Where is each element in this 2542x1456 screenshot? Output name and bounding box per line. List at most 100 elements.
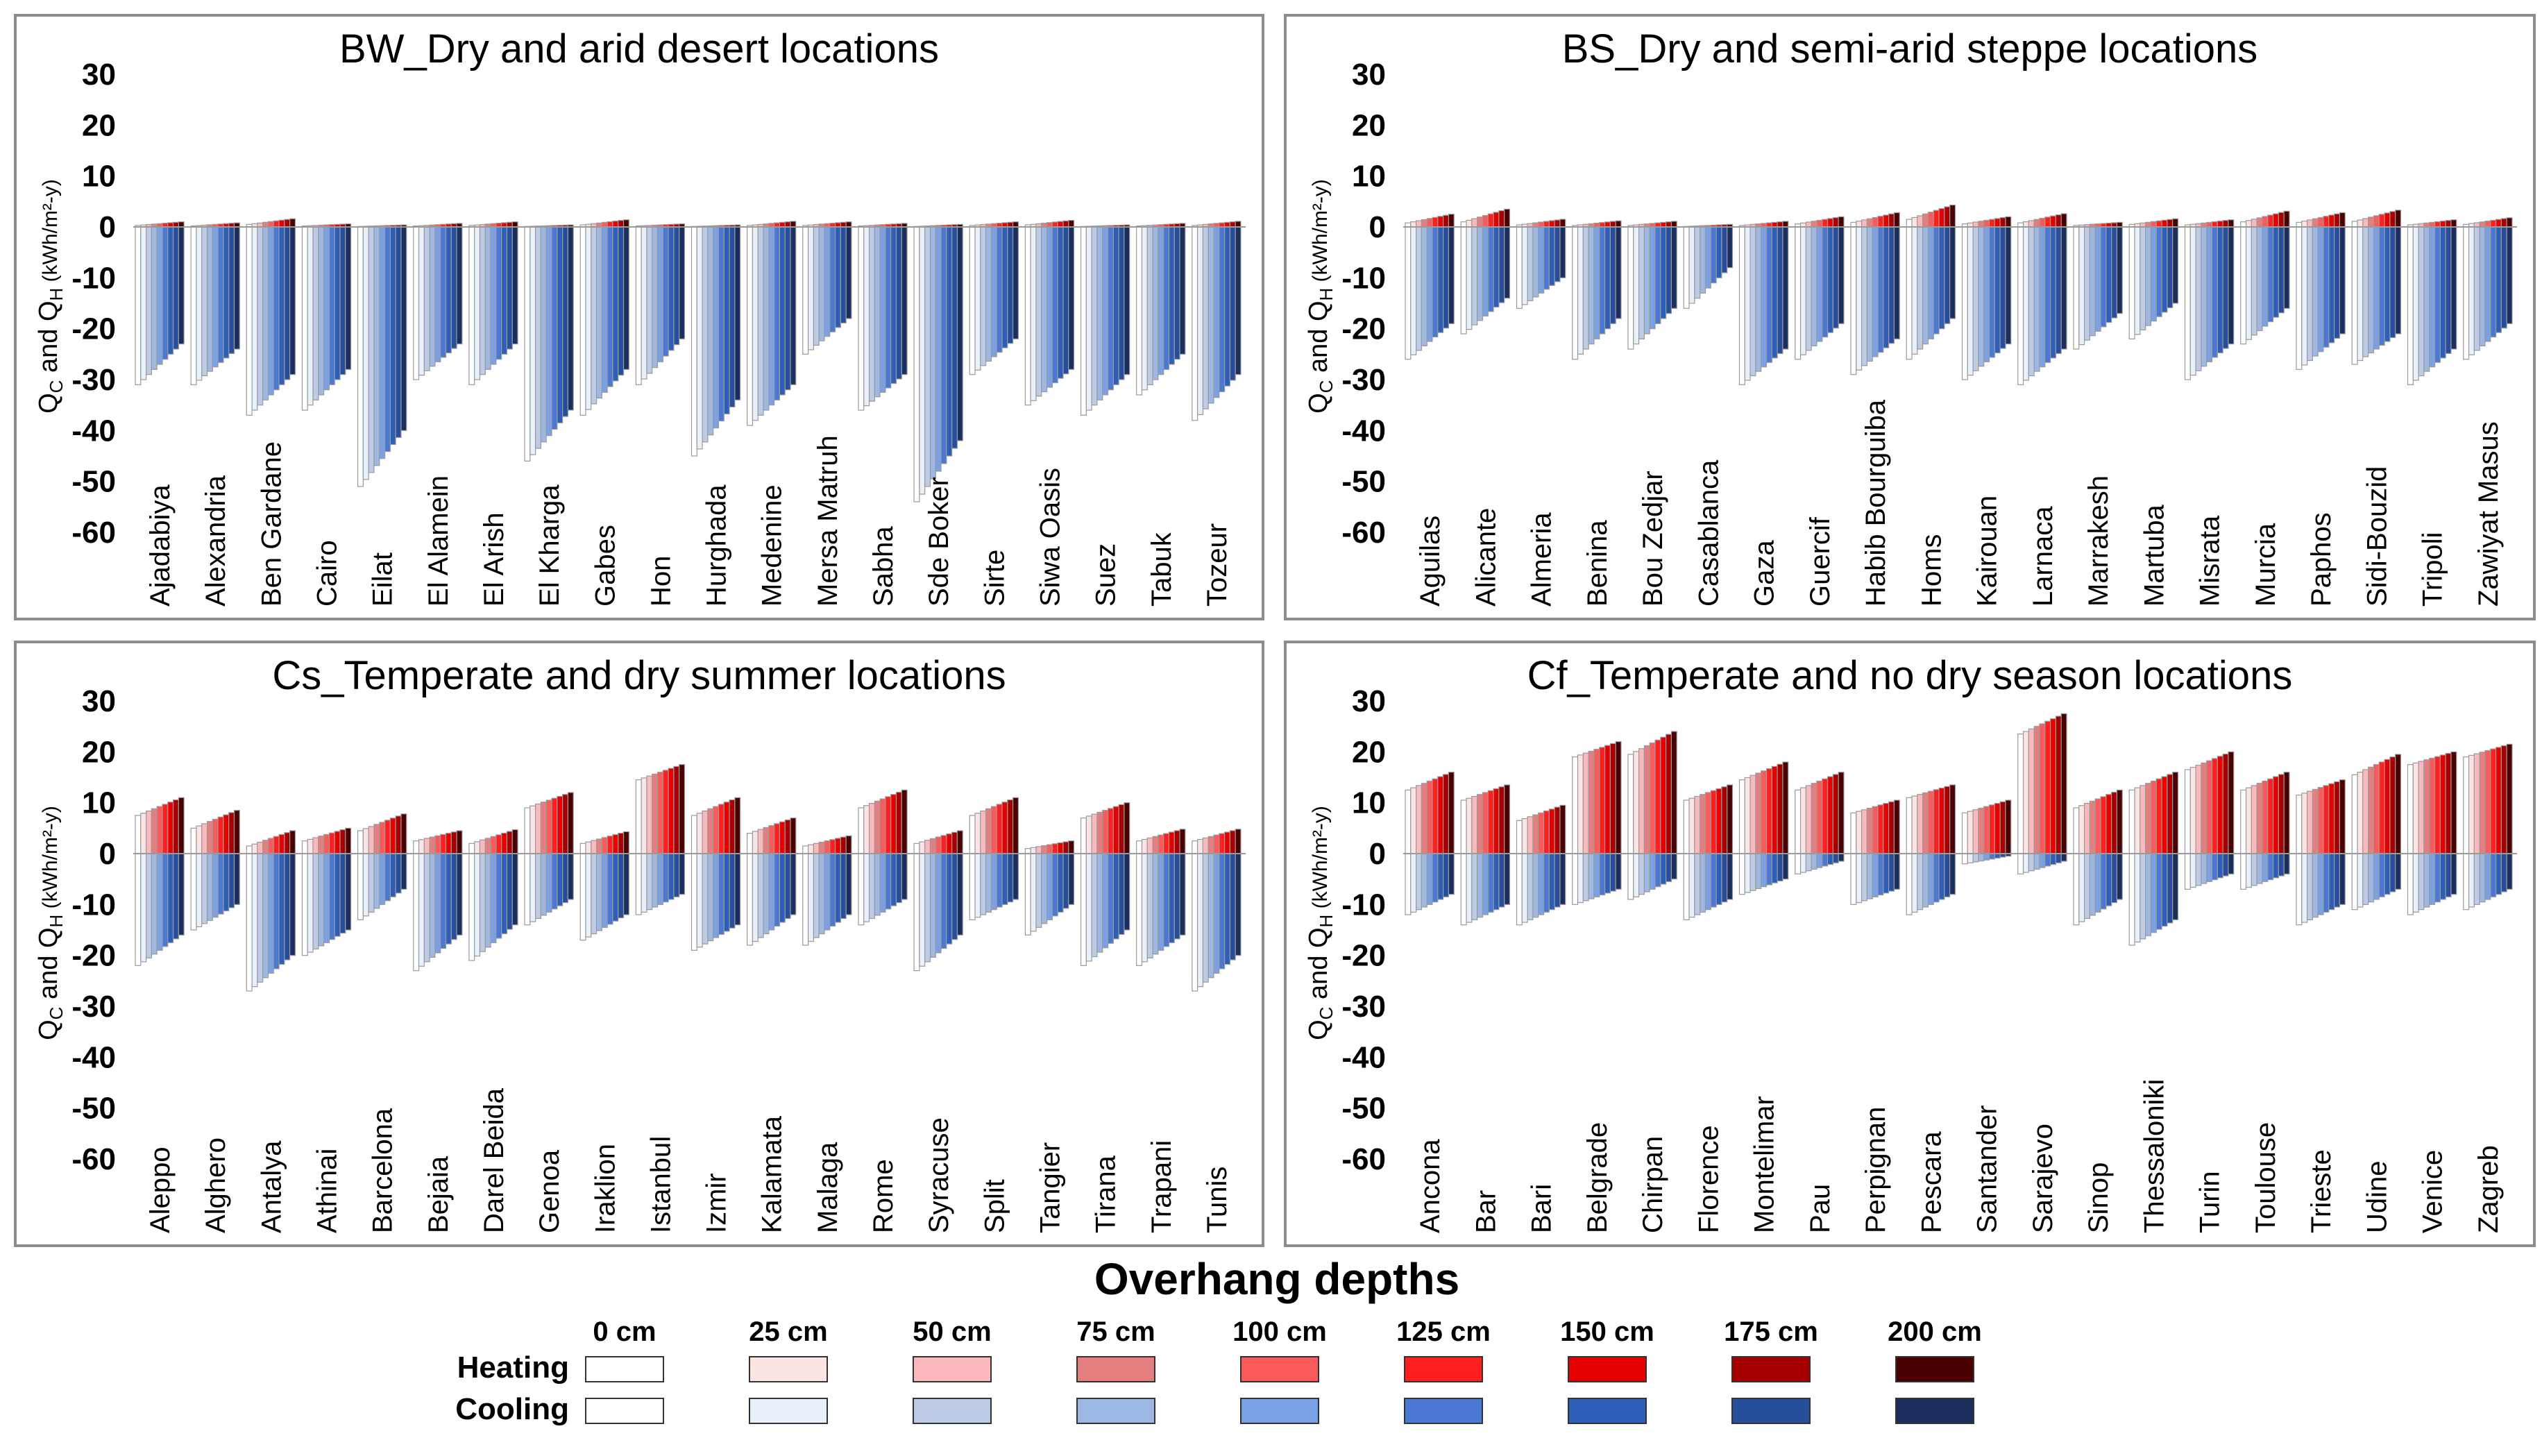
legend-step-label: 150 cm [1560, 1317, 1654, 1347]
heating-bar [696, 813, 703, 854]
cooling-bar [913, 226, 920, 502]
legend-step-label: 50 cm [913, 1317, 991, 1347]
heating-bar [418, 839, 425, 854]
cooling-bar [1633, 853, 1640, 897]
heating-bar [2479, 752, 2486, 854]
cooling-bar [418, 853, 425, 967]
heating-bar [262, 221, 269, 228]
heating-bar [289, 218, 296, 228]
cooling-bar [2094, 226, 2101, 332]
legend-heating-swatch [1240, 1356, 1319, 1382]
heating-bar [1927, 212, 1934, 228]
cooling-bar [156, 226, 163, 365]
cooling-bar [1543, 853, 1550, 913]
heating-bar [1811, 221, 1817, 228]
legend-step-label: 25 cm [749, 1317, 827, 1347]
heating-bar [1471, 795, 1478, 854]
heating-bar [1660, 736, 1667, 854]
cooling-bar [301, 853, 308, 956]
heating-bar [328, 832, 335, 854]
cooling-bar [1582, 226, 1589, 350]
heating-bar [1978, 807, 1985, 854]
cooling-bar [2017, 853, 2024, 874]
cooling-bar [2495, 226, 2502, 333]
y-tick-label: 20 [1352, 108, 1386, 142]
cooling-bar [2317, 853, 2324, 915]
cooling-bar [257, 853, 264, 983]
heating-bar [591, 840, 598, 854]
cooling-bar [334, 853, 341, 937]
heating-bar [612, 220, 619, 228]
cooling-bar [1838, 226, 1845, 324]
legend-step-label: 125 cm [1396, 1317, 1491, 1347]
cooling-bar [162, 226, 169, 360]
heating-bar [2418, 761, 2425, 854]
heating-bar [1096, 811, 1103, 854]
y-tick-label: -60 [71, 1142, 116, 1176]
cooling-bar [969, 226, 976, 375]
heating-bar [1983, 219, 1990, 228]
cooling-bar [1487, 853, 1494, 913]
heating-bar [2368, 766, 2375, 854]
category-label: Murcia [2251, 523, 2281, 607]
heating-bar [529, 805, 536, 854]
legend-cooling-swatch [913, 1398, 992, 1424]
heating-bar [1654, 739, 1661, 854]
cooling-bar [2240, 853, 2247, 890]
cooling-bar [2362, 853, 2369, 905]
cooling-bar [1141, 853, 1148, 963]
heating-bar [323, 833, 330, 854]
cooling-bar [1448, 853, 1455, 895]
cooling-bar [974, 226, 981, 371]
heating-bar [145, 810, 152, 854]
category-label: Sirte [979, 550, 1010, 607]
bars [1405, 713, 2513, 946]
cooling-bar [1670, 853, 1677, 880]
cooling-bar [729, 853, 736, 929]
heating-bar [1460, 799, 1467, 854]
cooling-bar [1988, 226, 1995, 358]
cooling-bar [1972, 853, 1979, 863]
heating-bar [1554, 806, 1561, 854]
cooling-bar [511, 853, 518, 926]
heating-bar [2245, 220, 2252, 228]
heating-bar [1604, 221, 1611, 228]
heating-bar [273, 836, 280, 854]
cooling-bar [540, 226, 547, 443]
cooling-bar [2373, 226, 2380, 350]
cooling-bar [951, 226, 958, 449]
heating-bar [2060, 213, 2067, 228]
cooling-bar [1102, 226, 1109, 396]
heating-bar [429, 836, 436, 854]
cooling-bar [1466, 226, 1473, 330]
heating-bar [1850, 812, 1857, 854]
heating-bar [223, 814, 230, 854]
cooling-bar [1582, 853, 1589, 901]
cooling-bar [1777, 226, 1783, 355]
heating-bar [1877, 804, 1884, 854]
category-label: Medenine [757, 484, 788, 607]
heating-bar [752, 831, 759, 854]
cooling-bar [395, 853, 402, 894]
heating-bar [1229, 221, 1236, 228]
cooling-bar [1721, 853, 1728, 903]
heating-bar [980, 810, 987, 854]
heating-bar [1893, 212, 1900, 228]
heating-bar [1827, 218, 1833, 228]
heating-bar [2060, 713, 2067, 854]
cooling-bar [429, 226, 436, 367]
cooling-bar [362, 853, 369, 917]
cooling-bar [2506, 226, 2513, 324]
legend: Overhang depths Heating Cooling 0 cm 25 c… [455, 1254, 1982, 1426]
cooling-bar [656, 226, 663, 362]
cooling-bar [1493, 226, 1500, 308]
heating-bar [262, 840, 269, 854]
heating-bar [2039, 217, 2046, 228]
heating-bar [2044, 217, 2051, 228]
cooling-bar [1710, 226, 1717, 284]
heating-bar [2017, 734, 2024, 854]
cooling-bar [956, 226, 963, 441]
cooling-bar [2161, 853, 2168, 927]
cooling-bar [840, 226, 847, 324]
heating-bar [1554, 219, 1561, 228]
